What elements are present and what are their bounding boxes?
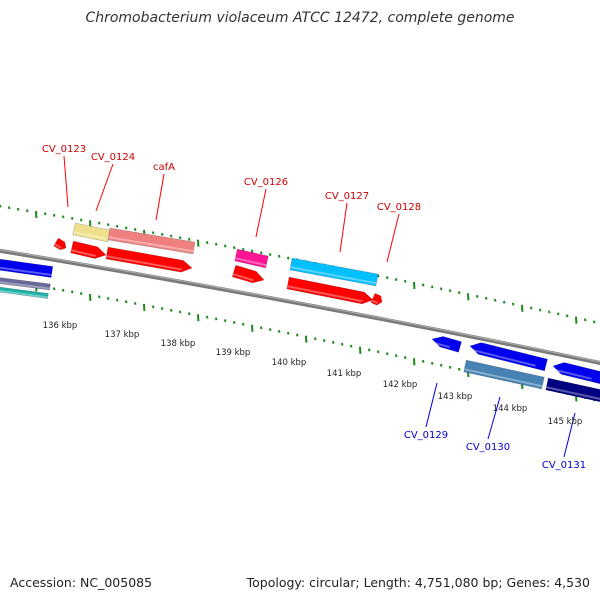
feature-magenta-highlight (235, 257, 267, 267)
gene-arrow-cv0129[interactable] (431, 336, 462, 353)
scale-label: 136 kbp (43, 321, 78, 331)
callouts-layer (63, 155, 576, 458)
scale-label: 143 kbp (438, 392, 473, 402)
gene-label-cv0130[interactable]: CV_0130 (466, 442, 510, 453)
gene-arrow-cv0124-highlight (71, 249, 96, 257)
scale-label: 138 kbp (161, 339, 196, 349)
callout-cafa (155, 173, 165, 221)
feature-steelblue (463, 359, 545, 390)
features-layer (0, 222, 600, 403)
gene-label-cv0129[interactable]: CV_0129 (404, 430, 448, 441)
gene-arrow-cv0126[interactable] (231, 264, 265, 284)
feature-yellow-highlight (73, 231, 109, 241)
scale-label: 140 kbp (272, 358, 307, 368)
feature-lightblue-highlight (290, 266, 377, 285)
feature-salmon-highlight (108, 236, 194, 253)
gene-arrow-cv0130-highlight (468, 348, 536, 367)
gene-arrow-cv0129-highlight (430, 340, 450, 349)
gene-arrow-cafa[interactable] (105, 246, 193, 273)
gene-arrow-cv0127-highlight (287, 285, 363, 303)
feature-navy-highlight (546, 386, 600, 400)
gene-label-cv0126[interactable]: CV_0126 (244, 177, 288, 188)
gene-arrow-cv0127[interactable] (286, 276, 374, 305)
gene-arrow-cv0128-highlight (371, 299, 379, 305)
callout-cv0127 (339, 202, 348, 253)
gene-arrow-cv0123-highlight (54, 243, 62, 249)
genome-backbone (0, 248, 600, 365)
gene-arrow-left-blue[interactable] (0, 258, 54, 278)
callout-cv0130 (487, 396, 501, 440)
scale-label: 142 kbp (383, 380, 418, 390)
feature-navy (545, 377, 600, 403)
callout-cv0128 (386, 213, 400, 263)
accession-text: Accession: NC_005085 (10, 575, 153, 590)
gene-arrow-left-blue-highlight (0, 266, 52, 276)
feature-left-teal-highlight (0, 290, 48, 299)
scale-label: 145 kbp (548, 417, 583, 427)
feature-lightblue (289, 257, 379, 287)
callout-cv0123 (63, 155, 69, 208)
gene-label-cv0123[interactable]: CV_0123 (42, 144, 86, 155)
gene-label-cv0124[interactable]: CV_0124 (91, 152, 135, 163)
scale-label: 139 kbp (216, 348, 251, 358)
gene-arrow-cv0131[interactable] (552, 362, 600, 384)
gene-arrow-cv0131-highlight (551, 368, 592, 380)
scale-label: 137 kbp (105, 330, 140, 340)
gene-arrow-cafa-highlight (106, 255, 182, 271)
feature-magenta (234, 248, 269, 269)
scale-label: 141 kbp (327, 369, 362, 379)
feature-steelblue-highlight (464, 368, 543, 388)
feature-left-teal (0, 286, 49, 299)
genome-summary-text: Topology: circular; Length: 4,751,080 bp… (246, 575, 590, 590)
gene-arrow-cv0126-highlight (232, 273, 254, 282)
callout-cv0126 (255, 188, 267, 238)
callout-cv0131 (563, 412, 576, 458)
gene-arrow-cv0128[interactable] (370, 293, 383, 306)
gene-label-cv0131[interactable]: CV_0131 (542, 460, 586, 471)
feature-left-slate-highlight (0, 281, 50, 290)
feature-salmon (107, 227, 196, 255)
callout-cv0129 (425, 382, 438, 428)
scale-label: 144 kbp (493, 404, 528, 414)
feature-left-slate (0, 277, 51, 291)
gene-label-cafa[interactable]: cafA (153, 162, 175, 173)
map-title: Chromobacterium violaceum ATCC 12472, co… (85, 10, 515, 26)
gene-label-cv0128[interactable]: CV_0128 (377, 202, 421, 213)
gene-label-cv0127[interactable]: CV_0127 (325, 191, 369, 202)
gene-arrow-cv0123[interactable] (53, 237, 67, 251)
callout-cv0124 (95, 163, 114, 212)
gene-arrow-cv0124[interactable] (70, 240, 107, 259)
gene-arrow-cv0130[interactable] (469, 342, 548, 372)
